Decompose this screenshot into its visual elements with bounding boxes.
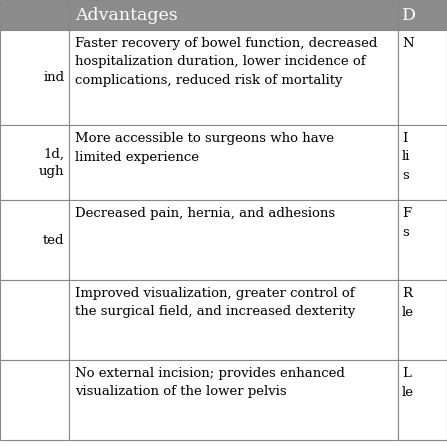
Bar [0, 30, 69, 125]
Text: ted: ted [43, 233, 64, 246]
Text: N: N [402, 37, 413, 50]
Text: No external incision; provides enhanced
visualization of the lower pelvis: No external incision; provides enhanced … [75, 367, 345, 398]
Bar [69, 125, 398, 200]
Text: Advantages: Advantages [75, 7, 178, 24]
Text: D: D [402, 7, 416, 24]
Text: Improved visualization, greater control of
the surgical field, and increased dex: Improved visualization, greater control … [75, 287, 356, 319]
Bar [0, 360, 69, 440]
Text: L
le: L le [402, 367, 414, 398]
Bar [0, 125, 69, 200]
Bar [69, 200, 398, 280]
Text: I
li
s: I li s [402, 132, 410, 182]
Bar [0, 280, 69, 360]
Text: Decreased pain, hernia, and adhesions: Decreased pain, hernia, and adhesions [75, 207, 335, 220]
Bar [0, 200, 69, 280]
Bar [398, 200, 447, 280]
Bar [0, 0, 69, 30]
Bar [69, 360, 398, 440]
Bar [398, 0, 447, 30]
Text: More accessible to surgeons who have
limited experience: More accessible to surgeons who have lim… [75, 132, 334, 164]
Bar [398, 280, 447, 360]
Text: Faster recovery of bowel function, decreased
hospitalization duration, lower inc: Faster recovery of bowel function, decre… [75, 37, 378, 87]
Bar [69, 0, 398, 30]
Bar [398, 125, 447, 200]
Text: ind: ind [43, 71, 64, 84]
Bar [398, 30, 447, 125]
Bar [69, 30, 398, 125]
Text: 1d,
ugh: 1d, ugh [39, 148, 64, 177]
Text: R
le: R le [402, 287, 414, 319]
Bar [398, 360, 447, 440]
Bar [69, 280, 398, 360]
Text: F
s: F s [402, 207, 411, 239]
